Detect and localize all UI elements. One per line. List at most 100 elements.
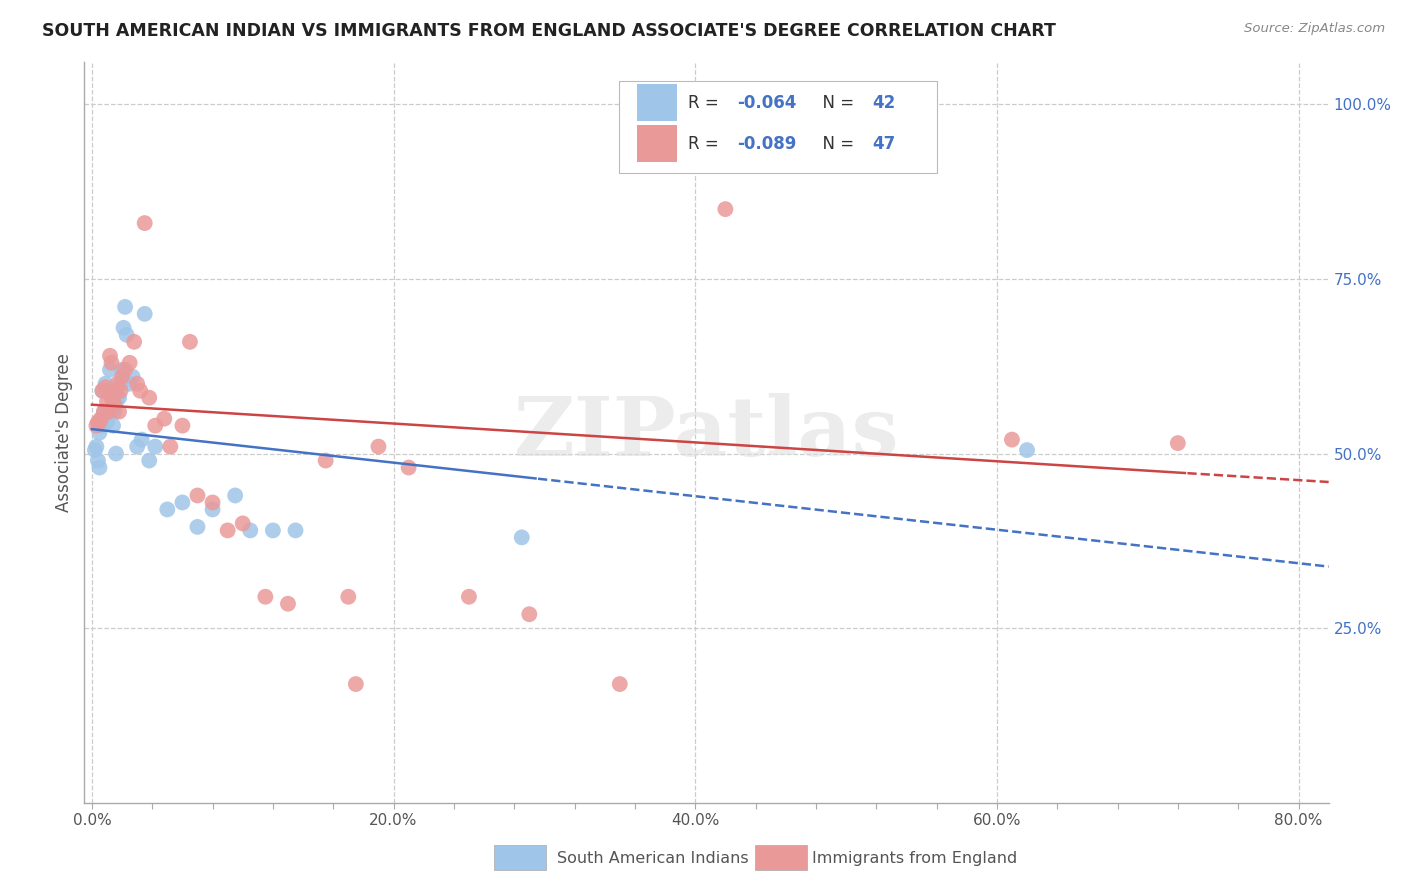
Text: 47: 47 (872, 135, 896, 153)
Point (1001, 433, 1024, 447)
Point (89, 460, 111, 475)
Text: Source: ZipAtlas.com: Source: ZipAtlas.com (1244, 22, 1385, 36)
FancyBboxPatch shape (755, 845, 807, 871)
Point (337, 590, 360, 604)
Point (254, 590, 277, 604)
Point (94, 376, 117, 391)
Point (201, 495, 224, 509)
Text: R =: R = (688, 135, 724, 153)
Text: South American Indians: South American Indians (557, 851, 749, 866)
Point (108, 391, 131, 405)
Point (91, 384, 114, 398)
FancyBboxPatch shape (494, 845, 546, 871)
Point (115, 327, 138, 342)
Point (94, 380, 117, 394)
Point (101, 418, 124, 433)
Point (97, 405, 120, 419)
Point (186, 488, 208, 502)
Point (93, 405, 115, 419)
Point (156, 502, 179, 516)
Point (127, 376, 149, 391)
Point (134, 307, 156, 321)
Point (97, 405, 120, 419)
Text: -0.064: -0.064 (738, 94, 797, 112)
Point (114, 300, 136, 314)
Point (134, 216, 156, 230)
Point (143, 418, 166, 433)
Point (172, 418, 194, 433)
Point (91, 415, 114, 429)
Point (138, 391, 160, 405)
Point (107, 391, 129, 405)
Point (143, 440, 166, 454)
Point (217, 524, 239, 538)
Point (277, 597, 299, 611)
Point (103, 398, 125, 412)
Point (114, 363, 136, 377)
Point (111, 363, 134, 377)
Point (105, 384, 128, 398)
FancyBboxPatch shape (637, 125, 676, 162)
Point (105, 446, 128, 460)
Point (127, 440, 149, 454)
Point (91, 384, 114, 398)
Point (110, 376, 132, 391)
Point (93, 405, 115, 419)
Point (284, 524, 307, 538)
Point (129, 384, 152, 398)
Point (172, 495, 194, 509)
Text: SOUTH AMERICAN INDIAN VS IMMIGRANTS FROM ENGLAND ASSOCIATE'S DEGREE CORRELATION : SOUTH AMERICAN INDIAN VS IMMIGRANTS FROM… (42, 22, 1056, 40)
Point (90, 411, 112, 425)
Point (367, 440, 389, 454)
Text: ZIPatlas: ZIPatlas (513, 392, 900, 473)
Point (87, 415, 110, 429)
Text: R =: R = (688, 94, 724, 112)
Point (101, 391, 124, 405)
Point (86, 440, 108, 454)
Point (96, 415, 118, 429)
Point (98, 349, 121, 363)
Point (122, 334, 145, 349)
Point (186, 520, 208, 534)
Point (262, 524, 284, 538)
Point (224, 488, 246, 502)
Point (138, 453, 160, 467)
Point (118, 376, 141, 391)
Point (100, 391, 122, 405)
Text: N =: N = (813, 94, 859, 112)
Text: N =: N = (813, 135, 859, 153)
Point (96, 394, 118, 409)
Point (98, 363, 121, 377)
Y-axis label: Associate's Degree: Associate's Degree (55, 353, 73, 512)
Point (179, 334, 201, 349)
Point (344, 677, 367, 691)
Point (1167, 436, 1189, 450)
Point (87, 453, 110, 467)
Text: 42: 42 (872, 94, 896, 112)
Point (112, 321, 135, 335)
Point (517, 607, 540, 622)
Text: -0.089: -0.089 (738, 135, 797, 153)
FancyBboxPatch shape (637, 84, 676, 121)
Point (118, 356, 141, 370)
Point (1015, 443, 1038, 458)
Point (96, 384, 118, 398)
Point (398, 460, 420, 475)
Point (201, 502, 224, 516)
Point (86, 418, 108, 433)
Point (108, 405, 131, 419)
Point (111, 369, 134, 384)
Point (232, 516, 254, 531)
Point (110, 384, 132, 398)
Point (153, 411, 176, 425)
FancyBboxPatch shape (620, 81, 936, 173)
Point (458, 590, 481, 604)
Text: Immigrants from England: Immigrants from England (813, 851, 1018, 866)
Point (90, 418, 112, 433)
Point (121, 369, 143, 384)
Point (239, 524, 262, 538)
Point (510, 530, 533, 544)
Point (103, 405, 125, 419)
Point (100, 356, 122, 370)
Point (315, 453, 337, 467)
